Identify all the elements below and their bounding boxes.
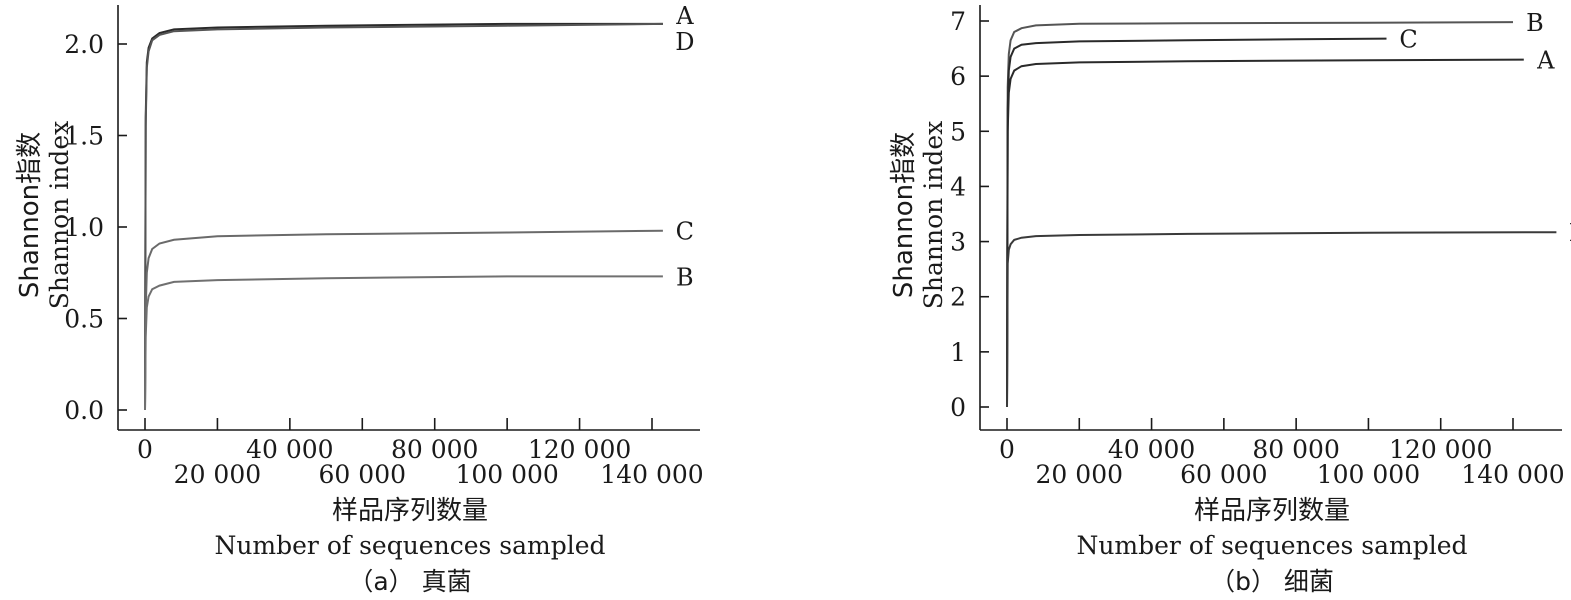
x-tick-label: 0 <box>137 435 153 464</box>
y-tick-label: 2 <box>950 283 966 312</box>
x-tick-label: 40 000 <box>246 435 333 464</box>
chart-panel-bacteria: 0 1 2 3 4 5 6 7 0 40 000 80 000 120 000 20 000 60 00… <box>889 5 1571 596</box>
y-tick-label: 3 <box>950 228 966 257</box>
series-end-label: D <box>1569 219 1571 247</box>
series-group: B C A D <box>1006 9 1571 408</box>
series-line-A <box>144 22 663 411</box>
series-line-D <box>1006 231 1557 408</box>
series-end-label: A <box>675 2 694 30</box>
y-tick-label: 7 <box>950 7 966 36</box>
x-tick-label: 80 000 <box>1252 435 1339 464</box>
y-tick-label: 1.0 <box>64 213 104 242</box>
x-axis-ticks: 0 40 000 80 000 120 000 20 000 60 000 100 000 1… <box>999 418 1565 489</box>
y-tick-label: 0 <box>950 393 966 422</box>
series-line-C <box>1006 37 1387 408</box>
series-end-label: A <box>1536 47 1555 75</box>
series-line-D <box>144 22 663 411</box>
series-line-A <box>1006 58 1524 408</box>
y-axis-ticks: 0 1 2 3 4 5 6 7 <box>950 7 989 422</box>
y-axis-title-en: Shannon index <box>919 121 948 309</box>
y-axis-title-cn: Shannon指数 <box>15 132 45 298</box>
y-axis-title-en: Shannon index <box>45 121 74 309</box>
series-line-B <box>1006 21 1514 408</box>
x-tick-label: 100 000 <box>455 460 558 489</box>
panel-caption: （a） 真菌 <box>348 567 471 596</box>
x-tick-label: 120 000 <box>1389 435 1492 464</box>
y-tick-label: 0.5 <box>64 305 104 334</box>
series-line-B <box>144 275 663 411</box>
chart-panel-fungi: 0.0 0.5 1.0 1.5 2.0 0 40 000 80 000 120 000 20 0… <box>15 2 704 596</box>
x-tick-label: 20 000 <box>1036 460 1123 489</box>
x-tick-label: 80 000 <box>391 435 478 464</box>
x-tick-label: 120 000 <box>528 435 631 464</box>
x-tick-label: 60 000 <box>319 460 406 489</box>
y-tick-label: 0.0 <box>64 396 104 425</box>
x-axis-title-en: Number of sequences sampled <box>214 531 605 560</box>
x-axis-ticks: 0 40 000 80 000 120 000 20 000 60 000 100 000 1… <box>137 418 704 489</box>
y-tick-label: 1 <box>950 338 966 367</box>
x-axis-title-en: Number of sequences sampled <box>1076 531 1467 560</box>
x-tick-label: 0 <box>999 435 1015 464</box>
y-axis-title-cn: Shannon指数 <box>889 132 919 298</box>
series-end-label: D <box>675 28 694 56</box>
y-tick-label: 4 <box>950 172 966 201</box>
series-end-label: C <box>676 218 694 246</box>
y-axis-ticks: 0.0 0.5 1.0 1.5 2.0 <box>64 30 127 425</box>
series-end-label: B <box>1526 9 1544 37</box>
x-tick-label: 20 000 <box>174 460 261 489</box>
series-end-label: B <box>676 263 694 291</box>
x-tick-label: 100 000 <box>1317 460 1420 489</box>
x-tick-label: 40 000 <box>1108 435 1195 464</box>
series-line-C <box>144 229 663 411</box>
panel-caption: （b） 细菌 <box>1210 567 1334 596</box>
x-tick-label: 60 000 <box>1180 460 1267 489</box>
x-tick-label: 140 000 <box>600 460 703 489</box>
y-tick-label: 1.5 <box>64 122 104 151</box>
x-tick-label: 140 000 <box>1461 460 1564 489</box>
y-tick-label: 2.0 <box>64 30 104 59</box>
y-tick-label: 5 <box>950 117 966 146</box>
series-group: AD CB <box>144 2 694 411</box>
series-end-label: C <box>1399 26 1417 54</box>
y-tick-label: 6 <box>950 62 966 91</box>
x-axis-title-cn: 样品序列数量 <box>1194 496 1350 526</box>
x-axis-title-cn: 样品序列数量 <box>332 496 488 526</box>
